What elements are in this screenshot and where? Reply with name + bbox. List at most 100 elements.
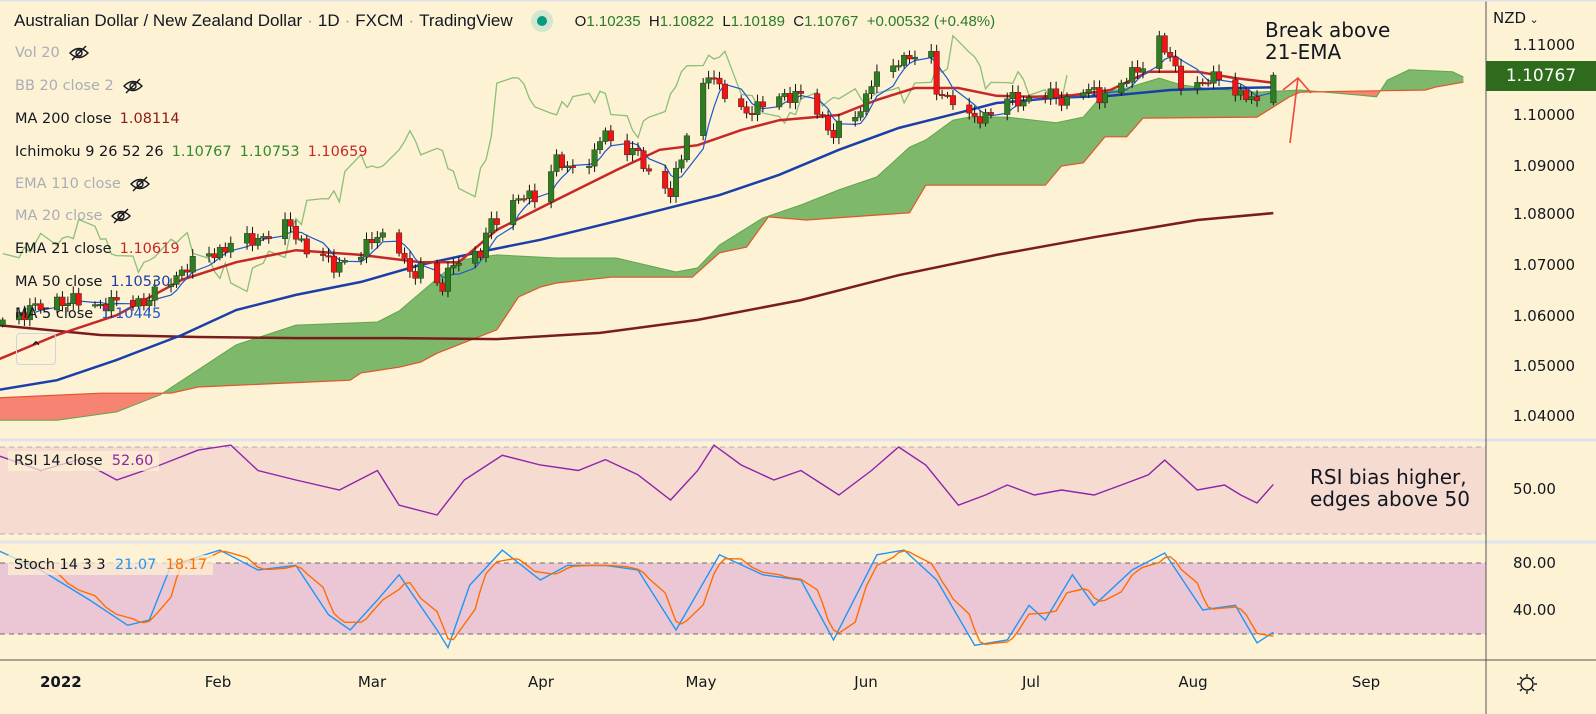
candle-body: [189, 256, 196, 273]
price-axis-tick: 1.05000: [1513, 357, 1576, 375]
candle-body: [1053, 88, 1060, 99]
candle: [151, 279, 158, 307]
market-status-icon[interactable]: [530, 10, 553, 32]
eye-hidden-icon[interactable]: [129, 176, 151, 192]
candle-body: [1096, 87, 1103, 104]
eye-hidden-icon[interactable]: [122, 78, 144, 94]
candle: [0, 317, 6, 328]
time-axis-tick: May: [685, 673, 717, 691]
candle-body: [711, 77, 718, 80]
candle-body: [1172, 56, 1179, 67]
candle-body: [1243, 89, 1250, 100]
time-axis-tick: Aug: [1178, 673, 1208, 691]
candle: [374, 230, 381, 249]
indicator-legend[interactable]: MA 200 close 1.08114: [15, 111, 180, 127]
candle-body: [569, 165, 576, 168]
candle-body: [1129, 67, 1136, 83]
interval[interactable]: 1D: [317, 11, 340, 30]
indicator-legend[interactable]: Ichimoku 9 26 52 26 1.10767 1.10753 1.10659: [15, 144, 368, 160]
candle: [75, 287, 82, 311]
rsi-legend[interactable]: RSI 14 close 52.60: [8, 451, 160, 471]
indicator-label: MA 50 close: [15, 274, 103, 290]
collapse-legend-button[interactable]: ⌃: [16, 333, 56, 365]
rsi-axis-tick: 50.00: [1513, 480, 1556, 498]
candle-body: [379, 232, 386, 238]
candle: [705, 70, 712, 90]
candle: [754, 94, 761, 122]
candle: [401, 247, 408, 264]
stoch-label: Stoch 14 3 3: [14, 557, 106, 573]
close-label: C: [793, 12, 805, 30]
candle-body: [1270, 74, 1277, 103]
candle-body: [1009, 92, 1016, 100]
candle-body: [1199, 82, 1206, 85]
candle: [26, 298, 33, 327]
candle: [493, 211, 500, 232]
candle-body: [944, 94, 951, 97]
candle: [1101, 87, 1108, 108]
settings-gear-icon[interactable]: [1517, 674, 1537, 694]
eye-hidden-icon[interactable]: [110, 208, 132, 224]
candle: [890, 58, 897, 78]
candle: [738, 95, 745, 111]
candle: [417, 257, 424, 284]
candle-body: [971, 112, 978, 117]
candle-body: [1161, 35, 1168, 53]
indicator-label: MA 20 close: [15, 208, 103, 224]
candle: [700, 78, 707, 141]
candle: [303, 234, 310, 258]
indicator-legend[interactable]: BB 20 close 2: [15, 78, 144, 94]
candle: [895, 60, 902, 71]
candle: [591, 143, 598, 172]
candle: [341, 257, 348, 265]
candle: [1129, 60, 1136, 89]
indicator-label: EMA 21 close: [15, 241, 112, 257]
candle-body: [396, 232, 403, 254]
candle-body: [1101, 92, 1108, 104]
candle-body: [439, 282, 446, 292]
currency-selector[interactable]: NZD ⌄: [1493, 9, 1539, 27]
candle-body: [1205, 82, 1212, 85]
symbol-title[interactable]: Australian Dollar / New Zealand Dollar · …: [14, 11, 513, 30]
candle: [282, 212, 289, 246]
ichimoku-cloud-bearish: [0, 391, 166, 421]
candle-body: [222, 247, 229, 253]
candle: [1053, 81, 1060, 105]
indicator-legend[interactable]: EMA 110 close: [15, 176, 151, 192]
candle-body: [113, 297, 120, 301]
stoch-legend[interactable]: Stoch 14 3 3 21.07 18.17: [8, 555, 214, 575]
candle: [1243, 86, 1250, 103]
candle: [168, 278, 175, 293]
indicator-legend[interactable]: MA 50 close 1.10530: [15, 274, 170, 290]
indicator-legend[interactable]: Vol 20: [15, 45, 90, 61]
candle: [216, 244, 223, 261]
stoch-d-value: 18.17: [165, 557, 208, 573]
close-value: 1.10767: [804, 12, 859, 30]
candle-body: [629, 148, 636, 156]
candle: [792, 83, 799, 110]
senkou-span-a-line: [0, 69, 1464, 421]
candle-body: [472, 250, 479, 264]
rsi-annotation[interactable]: RSI bias higher, edges above 50: [1310, 466, 1470, 510]
indicator-legend[interactable]: EMA 21 close 1.10619: [15, 241, 180, 257]
candle: [406, 251, 413, 278]
indicator-legend[interactable]: MA 5 close 1.10445: [15, 306, 161, 322]
candle-body: [607, 130, 614, 142]
candle-body: [282, 219, 289, 239]
indicator-legend[interactable]: MA 20 close: [15, 208, 132, 224]
time-axis-tick: Apr: [528, 673, 554, 691]
break-ema-annotation[interactable]: Break above 21-EMA: [1265, 19, 1390, 63]
candle: [1194, 76, 1201, 95]
candle-body: [797, 91, 804, 94]
candle: [444, 261, 451, 298]
candle-body: [814, 93, 821, 115]
open-value: 1.10235: [586, 12, 641, 30]
eye-hidden-icon[interactable]: [68, 45, 90, 61]
candle: [531, 183, 538, 209]
candle-body: [520, 198, 527, 201]
candle-body: [591, 149, 598, 167]
candle-body: [510, 200, 517, 225]
candle: [987, 108, 994, 119]
time-axis-tick: Jul: [1021, 673, 1041, 691]
